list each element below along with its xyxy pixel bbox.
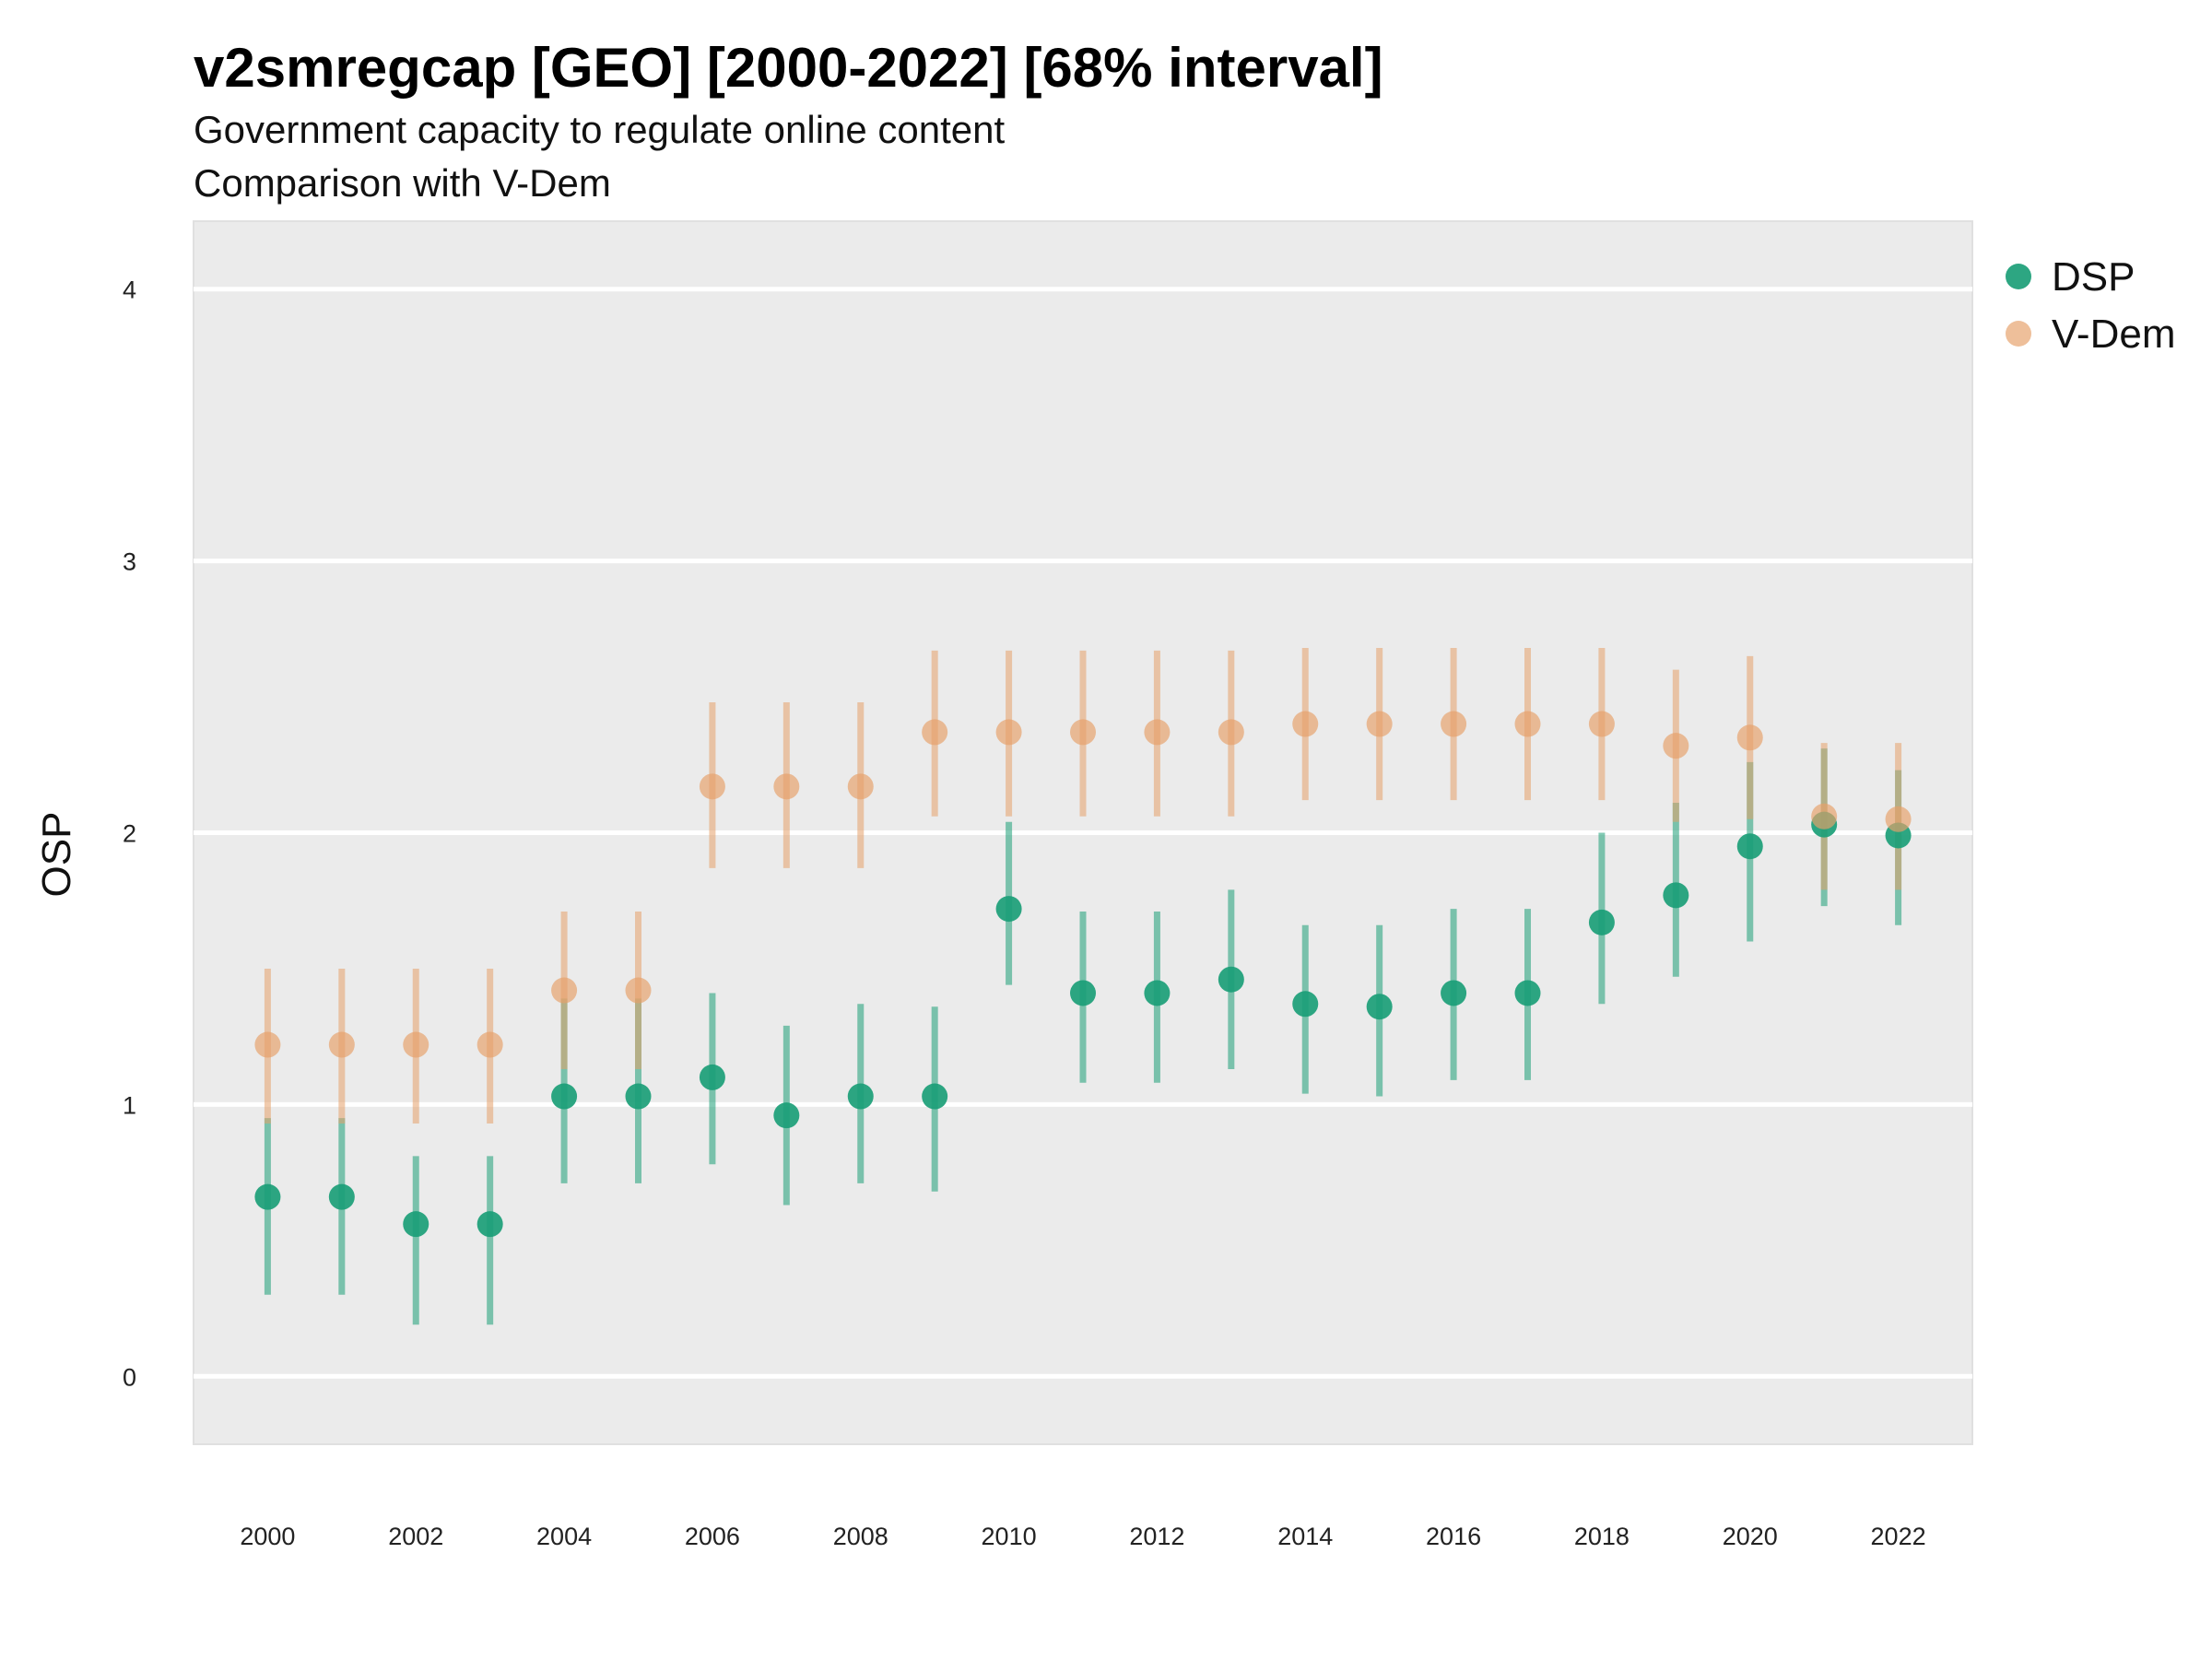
- v-dem-point-2018: [1588, 711, 1615, 737]
- y-tick-4: 4: [123, 276, 136, 304]
- dsp-point-2008: [847, 1083, 874, 1110]
- x-tick-2000: 2000: [240, 1523, 295, 1550]
- x-tick-2018: 2018: [1574, 1523, 1630, 1550]
- v-dem-point-2022: [1885, 806, 1912, 832]
- v-dem-point-2015: [1366, 711, 1393, 737]
- v-dem-point-2010: [995, 719, 1022, 746]
- x-tick-labels: 2000 2002 2004 2006 2008 2010 2012 2014 2016 2018…: [240, 1523, 1925, 1550]
- x-tick-2012: 2012: [1129, 1523, 1184, 1550]
- x-tick-2022: 2022: [1871, 1523, 1926, 1550]
- y-tick-1: 1: [123, 1091, 136, 1119]
- v-dem-point-2013: [1218, 719, 1244, 746]
- dsp-point-2014: [1292, 991, 1319, 1018]
- x-tick-2014: 2014: [1277, 1523, 1333, 1550]
- x-tick-2010: 2010: [982, 1523, 1037, 1550]
- dsp-point-2016: [1441, 980, 1467, 1006]
- v-dem-point-2002: [403, 1031, 429, 1058]
- dsp-point-2006: [699, 1064, 725, 1090]
- x-tick-2020: 2020: [1723, 1523, 1778, 1550]
- chart-subtitle: Government capacity to regulate online c…: [194, 108, 1006, 151]
- x-tick-2002: 2002: [388, 1523, 443, 1550]
- dsp-point-2001: [328, 1183, 355, 1210]
- chart-title: v2smregcap [GEO] [2000-2022] [68% interv…: [194, 37, 1383, 99]
- v-dem-point-2008: [847, 773, 874, 800]
- x-tick-2006: 2006: [685, 1523, 740, 1550]
- dsp-point-2012: [1144, 980, 1171, 1006]
- dsp-point-2013: [1218, 966, 1244, 993]
- legend-key-dsp: [2006, 264, 2031, 289]
- dsp-point-2020: [1736, 833, 1763, 860]
- legend-label-dsp: DSP: [2052, 254, 2135, 300]
- dsp-point-2005: [625, 1083, 652, 1110]
- v-dem-point-2021: [1811, 803, 1838, 830]
- x-tick-2004: 2004: [536, 1523, 592, 1550]
- dsp-point-2007: [773, 1102, 800, 1129]
- v-dem-point-2019: [1663, 733, 1689, 759]
- dsp-point-2018: [1588, 909, 1615, 935]
- legend-label-v-dem: V-Dem: [2052, 312, 2175, 357]
- v-dem-point-2017: [1514, 711, 1541, 737]
- v-dem-point-2009: [922, 719, 948, 746]
- v-dem-point-2001: [328, 1031, 355, 1058]
- dsp-point-2011: [1070, 980, 1096, 1006]
- y-tick-3: 3: [123, 548, 136, 576]
- v-dem-point-2000: [254, 1031, 281, 1058]
- dsp-point-2010: [995, 896, 1022, 923]
- legend-key-v-dem: [2006, 321, 2031, 347]
- dsp-point-2009: [922, 1083, 948, 1110]
- dsp-point-2000: [254, 1183, 281, 1210]
- x-tick-2016: 2016: [1426, 1523, 1481, 1550]
- v-dem-point-2003: [477, 1031, 503, 1058]
- dsp-point-2004: [551, 1083, 578, 1110]
- dsp-point-2015: [1366, 994, 1393, 1020]
- v-dem-point-2014: [1292, 711, 1319, 737]
- v-dem-point-2006: [699, 773, 725, 800]
- x-tick-2008: 2008: [833, 1523, 888, 1550]
- v-dem-point-2004: [551, 977, 578, 1004]
- y-tick-0: 0: [123, 1363, 136, 1391]
- y-tick-labels: 0 1 2 3 4: [123, 276, 136, 1392]
- y-tick-2: 2: [123, 820, 136, 848]
- dsp-point-2003: [477, 1211, 503, 1238]
- v-dem-point-2005: [625, 977, 652, 1004]
- data-points: [254, 711, 1912, 1238]
- dsp-point-2019: [1663, 882, 1689, 909]
- v-dem-point-2011: [1070, 719, 1096, 746]
- y-axis-label: OSP: [34, 812, 79, 898]
- dsp-point-2002: [403, 1211, 429, 1238]
- v-dem-point-2007: [773, 773, 800, 800]
- v-dem-point-2012: [1144, 719, 1171, 746]
- v-dem-point-2020: [1736, 724, 1763, 751]
- v-dem-point-2016: [1441, 711, 1467, 737]
- dsp-point-2017: [1514, 980, 1541, 1006]
- chart-caption: Comparison with V-Dem: [194, 161, 611, 205]
- legend: DSP V-Dem: [2006, 254, 2175, 357]
